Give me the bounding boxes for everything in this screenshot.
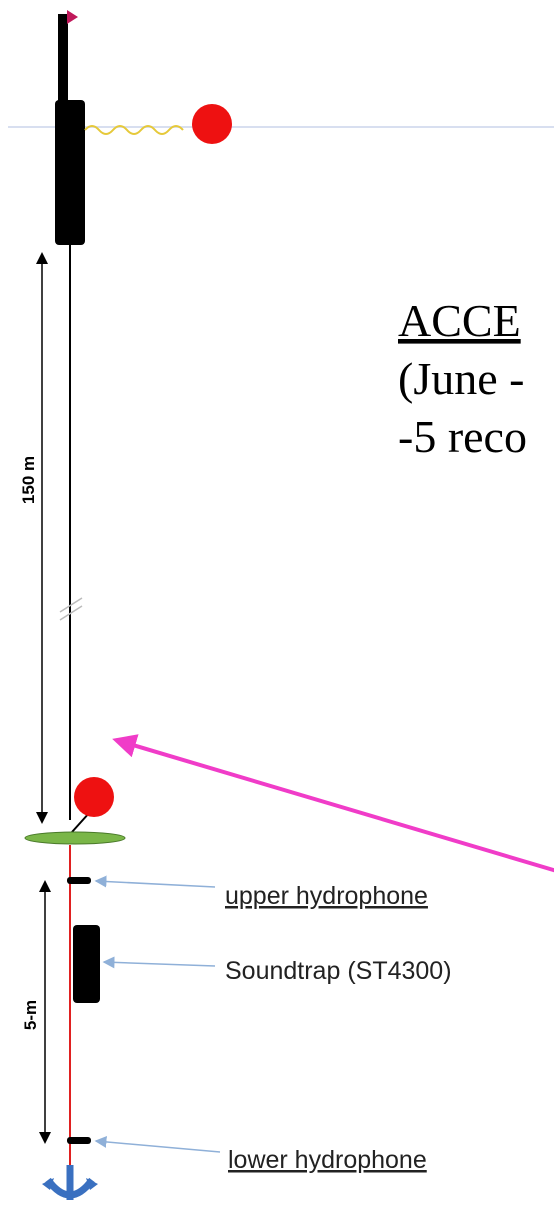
label: lower hydrophone bbox=[228, 1146, 427, 1174]
flag-pole bbox=[58, 14, 68, 104]
title-line: (June - bbox=[398, 353, 524, 404]
pointer bbox=[102, 956, 216, 969]
soundtrap bbox=[73, 925, 100, 1003]
title-line: ACCE bbox=[398, 295, 521, 346]
marker-buoy bbox=[192, 104, 232, 144]
callout-arrow bbox=[112, 734, 554, 873]
platform bbox=[24, 831, 126, 845]
label: Soundtrap (ST4300) bbox=[225, 957, 452, 985]
subsurface-buoy bbox=[74, 777, 114, 817]
surface-float bbox=[55, 100, 85, 245]
hydrophone bbox=[67, 1137, 91, 1144]
pointer bbox=[94, 875, 216, 888]
pointer bbox=[94, 1135, 221, 1153]
flag bbox=[67, 10, 78, 24]
dimension-label: 5-m bbox=[21, 1000, 40, 1030]
hydrophone bbox=[67, 877, 91, 884]
anchor bbox=[45, 1165, 95, 1200]
break-mark bbox=[59, 597, 83, 621]
label: upper hydrophone bbox=[225, 882, 428, 910]
tether bbox=[84, 125, 184, 135]
dimension-label: 150 m bbox=[19, 456, 38, 504]
title-line: -5 reco bbox=[398, 411, 527, 462]
